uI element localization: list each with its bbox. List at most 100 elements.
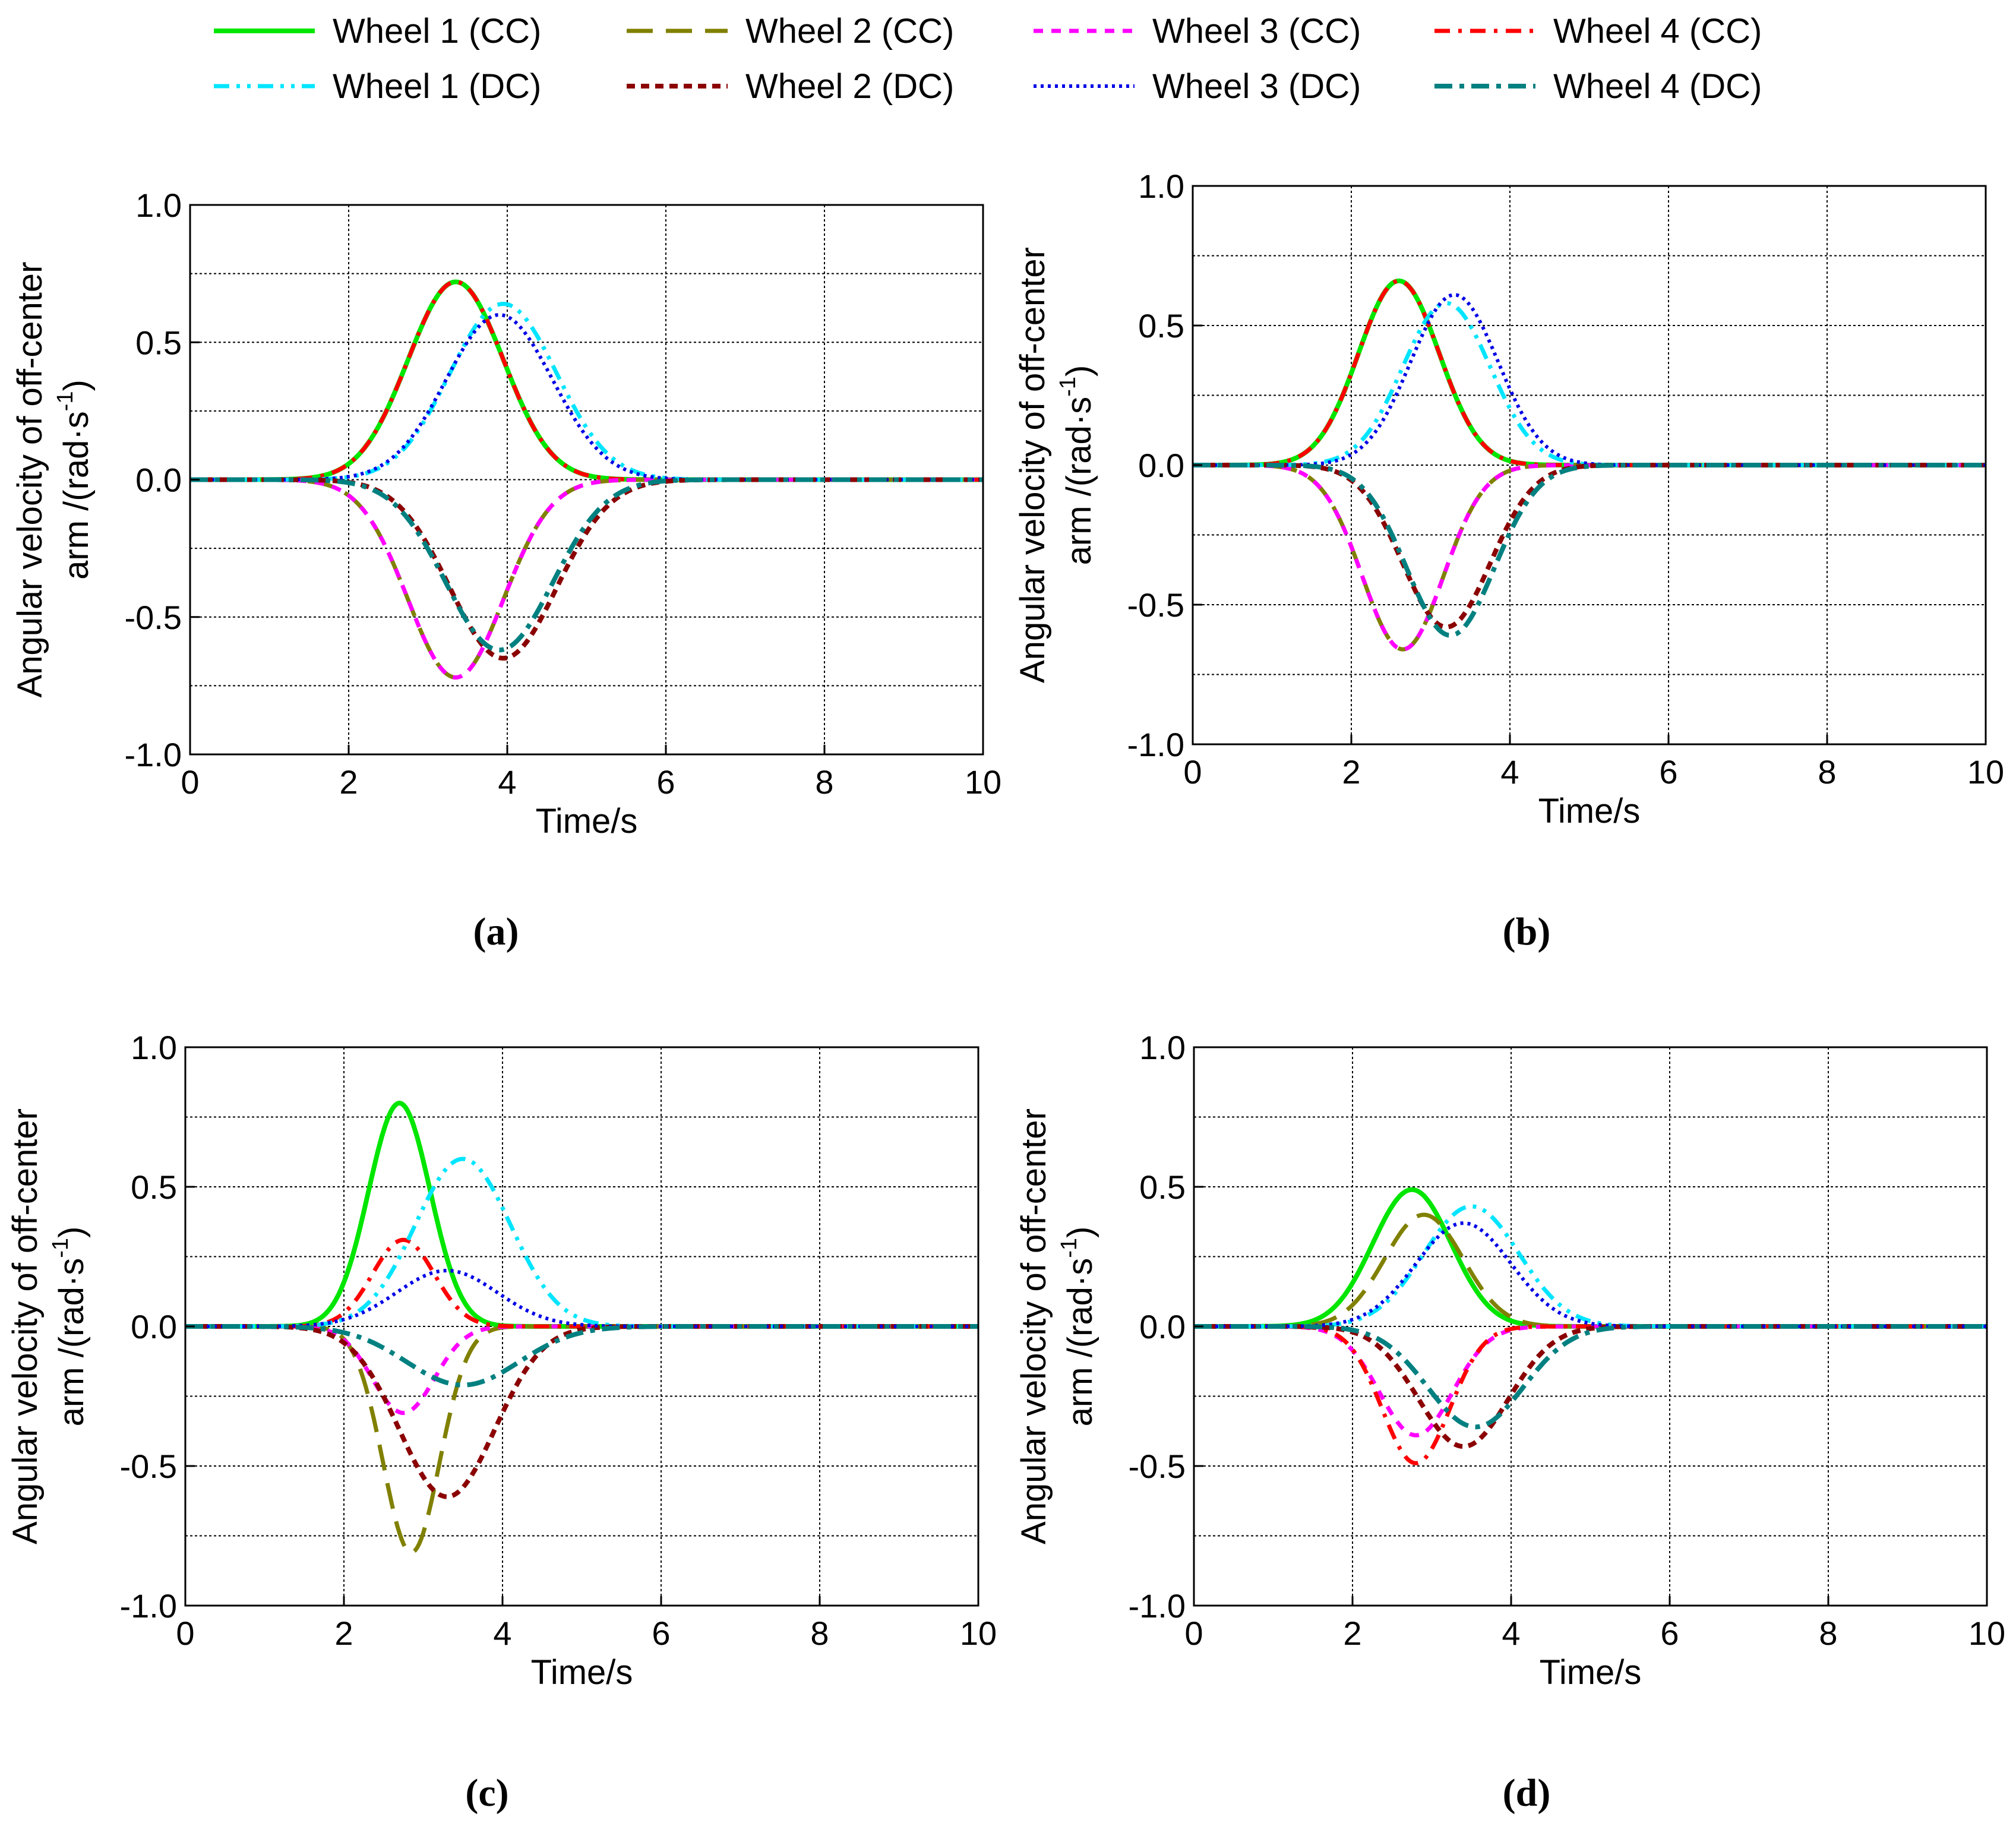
series-c-w4dc [185, 1324, 978, 1388]
x-tick-label: 2 [339, 763, 358, 801]
panel-caption: (b) [1503, 910, 1551, 953]
x-tick-label: 0 [181, 763, 199, 801]
series-a-w2dc [190, 477, 983, 661]
y-tick-label: -1.0 [1129, 1587, 1186, 1625]
y-tick-label: 0.5 [131, 1168, 177, 1206]
y-tick-label: 0.5 [1138, 307, 1184, 345]
legend-entry-w3cc: Wheel 3 (CC) [1034, 12, 1361, 50]
x-tick-label: 2 [1343, 1615, 1361, 1652]
series-a-w3dc [190, 312, 983, 482]
legend-label-w2dc: Wheel 2 (DC) [745, 67, 954, 106]
panel-a: 0 2 4 6 8 10 -1.0 -0.5 0.0 0.5 1.0 Time/s Angular ve… [11, 187, 1001, 953]
legend-entry-w4dc: Wheel 4 (DC) [1434, 67, 1762, 106]
x-tick-label: 6 [652, 1615, 670, 1652]
y-tick-label: 1.0 [1138, 168, 1184, 205]
x-tick-label: 8 [1819, 1615, 1837, 1652]
y-axis-label: Angular velocity of off-center arm /(rad·… [1013, 247, 1098, 683]
y-tick-label: 0.5 [135, 324, 182, 361]
y-axis-label-line1: Angular velocity of off-center [1013, 247, 1052, 683]
legend-label-w3cc: Wheel 3 (CC) [1152, 12, 1361, 50]
legend-entry-w3dc: Wheel 3 (DC) [1034, 67, 1361, 106]
series-b-w4dc [1193, 463, 1986, 638]
series-group-c [185, 1100, 978, 1555]
series-c-w2dc [185, 1324, 978, 1499]
series-d-w4cc [1194, 1324, 1987, 1465]
series-a-w4dc [190, 477, 983, 653]
panel-caption: (d) [1503, 1771, 1551, 1815]
x-tick-label: 6 [1660, 1615, 1679, 1652]
x-tick-label: 10 [965, 763, 1001, 801]
y-axis-label-line2: arm /(rad·s-1) [1056, 365, 1098, 565]
x-tick-label: 2 [334, 1615, 353, 1652]
series-d-w1dc [1194, 1204, 1987, 1329]
x-tick-label: 10 [1967, 753, 2004, 791]
series-c-w3dc [185, 1268, 978, 1328]
x-tick-label: 8 [815, 763, 833, 801]
y-tick-label: 0.0 [131, 1308, 177, 1345]
panel-b: 0 2 4 6 8 10 -1.0 -0.5 0.0 0.5 1.0 Time/s Angular ve… [1013, 168, 2004, 953]
y-axis-label-line1: Angular velocity of off-center [1015, 1108, 1053, 1544]
panel-caption: (a) [473, 910, 519, 953]
series-c-w1dc [185, 1157, 978, 1329]
series-a-w3cc [190, 478, 983, 680]
panel-caption: (c) [465, 1771, 508, 1815]
y-axis-label-line2: arm /(rad·s-1) [48, 1227, 91, 1427]
legend-label-w4cc: Wheel 4 (CC) [1553, 12, 1762, 50]
legend-label-w2cc: Wheel 2 (CC) [745, 12, 954, 50]
y-axis-label-line2: arm /(rad·s-1) [53, 380, 96, 580]
x-tick-label: 4 [1502, 1615, 1520, 1652]
grid-a [190, 205, 983, 754]
legend-label-w1dc: Wheel 1 (DC) [333, 67, 541, 106]
series-d-w2dc [1194, 1324, 1987, 1449]
y-axis-label: Angular velocity of off-center arm /(rad·… [11, 262, 96, 698]
legend-label-w1cc: Wheel 1 (CC) [333, 12, 541, 50]
y-axis-label: Angular velocity of off-center arm /(rad·… [6, 1108, 91, 1544]
x-axis-label: Time/s [536, 802, 638, 841]
x-tick-label: 4 [493, 1615, 511, 1652]
x-tick-label: 8 [1818, 753, 1836, 791]
y-axis-label-line2: arm /(rad·s-1) [1057, 1227, 1099, 1427]
legend-entry-w4cc: Wheel 4 (CC) [1434, 12, 1762, 50]
series-d-w2cc [1194, 1212, 1987, 1329]
legend-entry-w1dc: Wheel 1 (DC) [214, 67, 541, 106]
legend: Wheel 1 (CC) Wheel 2 (CC) Wheel 3 (CC) Whee… [214, 12, 1762, 106]
x-tick-label: 8 [810, 1615, 829, 1652]
y-tick-label: 1.0 [1139, 1029, 1186, 1066]
y-tick-label: 1.0 [135, 187, 182, 224]
y-tick-label: -0.5 [125, 599, 182, 636]
series-c-w1cc [185, 1100, 978, 1329]
series-a-w1cc [190, 279, 983, 482]
y-tick-label: -1.0 [120, 1587, 178, 1625]
legend-entry-w2dc: Wheel 2 (DC) [627, 67, 954, 106]
x-axis-label: Time/s [531, 1653, 633, 1692]
series-d-w1cc [1194, 1187, 1987, 1329]
x-tick-label: 10 [1968, 1615, 2005, 1652]
series-group-b [1193, 278, 1986, 652]
x-tick-label: 4 [498, 763, 516, 801]
series-c-w2cc [185, 1324, 978, 1555]
series-a-w2cc [190, 478, 983, 680]
y-tick-label: 0.5 [1139, 1168, 1186, 1206]
x-axis-label: Time/s [1540, 1653, 1642, 1692]
y-axis-label-line1: Angular velocity of off-center [11, 262, 49, 698]
y-tick-label: -0.5 [1129, 1448, 1186, 1485]
series-c-w3cc [185, 1324, 978, 1416]
series-b-w3dc [1193, 293, 1986, 467]
x-tick-label: 0 [176, 1615, 194, 1652]
x-tick-label: 0 [1183, 753, 1202, 791]
series-b-w1cc [1193, 278, 1986, 467]
x-tick-label: 10 [960, 1615, 997, 1652]
series-d-w3cc [1194, 1324, 1987, 1437]
series-b-w3cc [1193, 463, 1986, 652]
legend-label-w4dc: Wheel 4 (DC) [1553, 67, 1762, 106]
series-group-d [1194, 1187, 1987, 1465]
series-a-w4cc [190, 279, 983, 482]
legend-label-w3dc: Wheel 3 (DC) [1152, 67, 1361, 106]
legend-entry-w2cc: Wheel 2 (CC) [627, 12, 954, 50]
y-tick-label: 1.0 [131, 1029, 177, 1066]
y-tick-label: -1.0 [1127, 726, 1185, 763]
y-tick-label: -0.5 [120, 1448, 178, 1485]
y-tick-label: -0.5 [1127, 586, 1185, 624]
panel-d: 0 2 4 6 8 10 -1.0 -0.5 0.0 0.5 1.0 Time/s Angular ve… [1015, 1029, 2005, 1815]
